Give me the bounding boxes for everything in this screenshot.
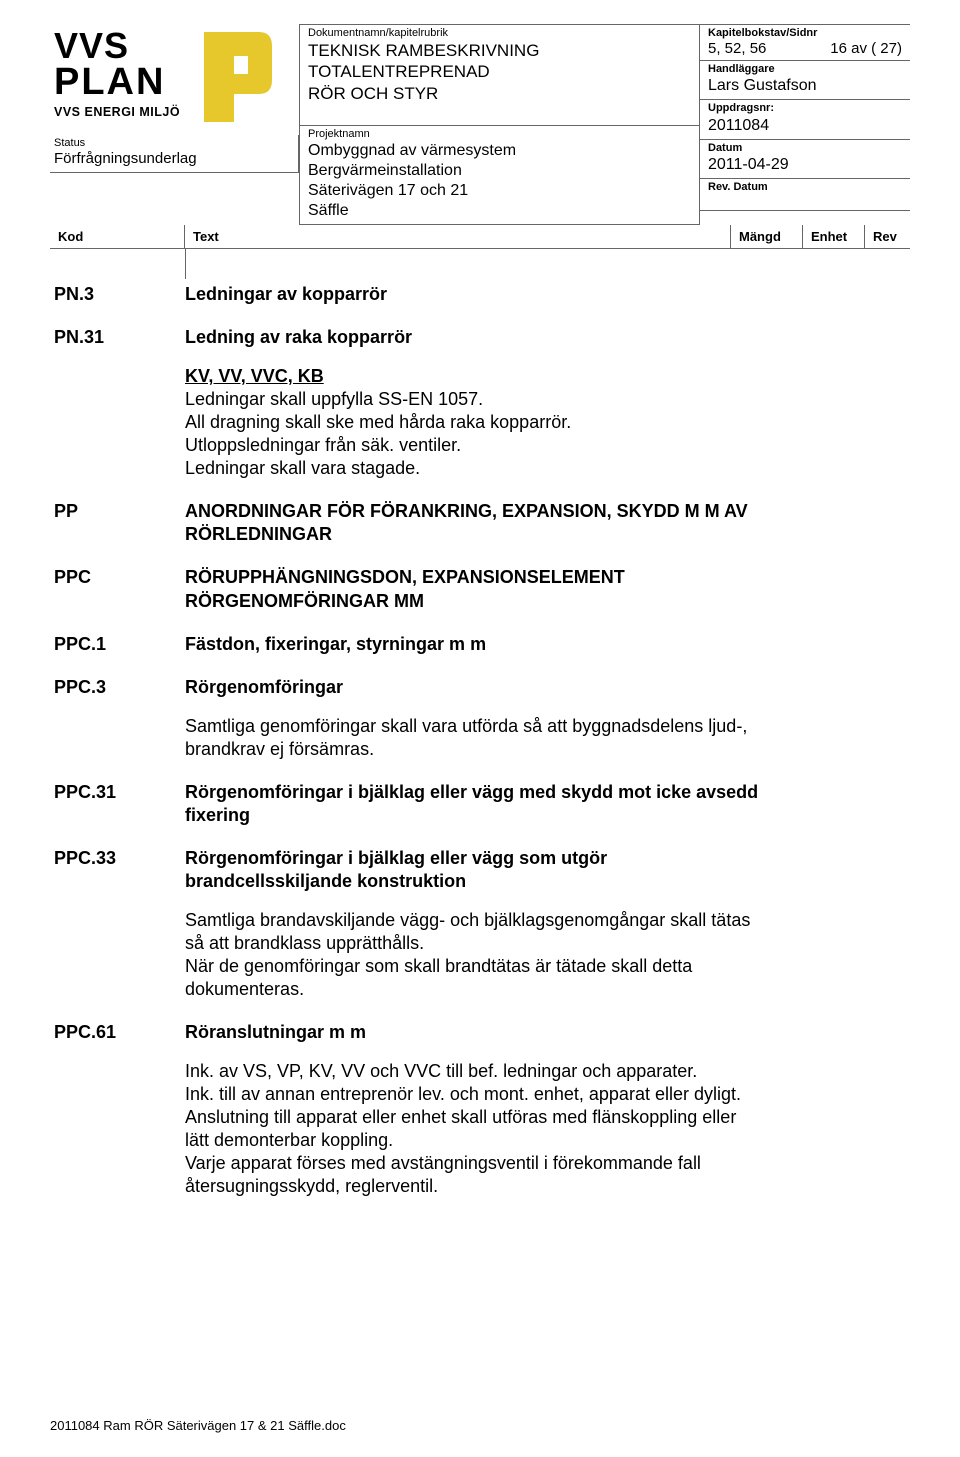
section: PPCRÖRUPPHÄNGNINGSDON, EXPANSIONSELEMENT… <box>50 566 910 612</box>
datum-label: Datum <box>708 142 902 155</box>
section-code: PN.31 <box>50 326 185 480</box>
section-heading: Rörgenomföringar i bjälklag eller vägg s… <box>185 847 760 893</box>
datum-cell: Datum 2011-04-29 <box>700 140 910 179</box>
uppdrag-cell: Uppdragsnr: 2011084 <box>700 100 910 139</box>
section: PN.3Ledningar av kopparrör <box>50 283 910 306</box>
revdatum-label: Rev. Datum <box>708 181 902 194</box>
section: PN.31Ledning av raka kopparrör KV, VV, VV… <box>50 326 910 480</box>
section-heading: Ledning av raka kopparrör <box>185 326 760 349</box>
doc-title-line1: TEKNISK RAMBESKRIVNING TOTALENTREPRENAD <box>308 40 691 83</box>
section: PPC.33Rörgenomföringar i bjälklag eller … <box>50 847 910 1001</box>
project-line1: Ombyggnad av värmesystem <box>308 141 691 161</box>
section-text: Rörgenomföringar Samtliga genomföringar s… <box>185 676 910 761</box>
section-heading: Rörgenomföringar <box>185 676 760 699</box>
doc-label: Dokumentnamn/kapitelrubrik <box>308 27 691 40</box>
section-paragraph: Ledningar skall uppfylla SS-EN 1057. All… <box>185 388 760 480</box>
section-code: PPC.3 <box>50 676 185 761</box>
section-heading: Rörgenomföringar i bjälklag eller vägg m… <box>185 781 760 827</box>
content-area: PN.3Ledningar av kopparrörPN.31Ledning a… <box>50 249 910 1198</box>
handlaggare-cell: Handläggare Lars Gustafson <box>700 61 910 100</box>
logo-block: VVS PLAN VVS ENERGI MILJÖ <box>50 24 299 135</box>
page: VVS PLAN VVS ENERGI MILJÖ Status Förfråg… <box>0 0 960 1457</box>
project-line3: Säterivägen 17 och 21 <box>308 181 691 201</box>
header-center: Dokumentnamn/kapitelrubrik TEKNISK RAMBE… <box>300 24 700 225</box>
section: PPC.1Fästdon, fixeringar, styrningar m m <box>50 633 910 656</box>
section: PPC.31Rörgenomföringar i bjälklag eller … <box>50 781 910 827</box>
col-rev: Rev <box>865 225 910 248</box>
footer-filename: 2011084 Ram RÖR Säterivägen 17 & 21 Säff… <box>50 1418 346 1433</box>
header-left: VVS PLAN VVS ENERGI MILJÖ Status Förfråg… <box>50 24 300 225</box>
section-code: PN.3 <box>50 283 185 306</box>
project-line4: Säffle <box>308 201 691 221</box>
page-number: 16 av ( 27) <box>830 40 902 57</box>
section-text: Röranslutningar m m Ink. av VS, VP, KV, V… <box>185 1021 910 1198</box>
section-text: Ledning av raka kopparrör KV, VV, VVC, KB… <box>185 326 910 480</box>
section-code: PPC.61 <box>50 1021 185 1198</box>
section-paragraph: Samtliga genomföringar skall vara utförd… <box>185 715 760 761</box>
section-text: Ledningar av kopparrör <box>185 283 910 306</box>
section-heading: Fästdon, fixeringar, styrningar m m <box>185 633 760 656</box>
section-paragraph: Samtliga brandavskiljande vägg- och bjäl… <box>185 909 760 1001</box>
section: PPANORDNINGAR FÖR FÖRANKRING, EXPANSION,… <box>50 500 910 546</box>
section: PPC.3Rörgenomföringar Samtliga genomförin… <box>50 676 910 761</box>
section-heading: ANORDNINGAR FÖR FÖRANKRING, EXPANSION, S… <box>185 500 760 546</box>
section-code: PPC.33 <box>50 847 185 1001</box>
svg-text:PLAN: PLAN <box>54 61 165 103</box>
vvsplan-logo: VVS PLAN VVS ENERGI MILJÖ <box>54 28 274 128</box>
status-label: Status <box>54 137 290 150</box>
section-text: Fästdon, fixeringar, styrningar m m <box>185 633 910 656</box>
section-underline: KV, VV, VVC, KB <box>185 365 760 388</box>
section-text: ANORDNINGAR FÖR FÖRANKRING, EXPANSION, S… <box>185 500 910 546</box>
col-text: Text <box>185 225 731 248</box>
kapitel-value: 5, 52, 56 <box>708 40 766 57</box>
kapitel-cell: Kapitelbokstav/Sidnr 5, 52, 56 16 av ( 2… <box>700 24 910 61</box>
doc-title-line2: RÖR OCH STYR <box>308 83 691 104</box>
section-paragraph: Ink. av VS, VP, KV, VV och VVC till bef.… <box>185 1060 760 1198</box>
section-code: PPC.1 <box>50 633 185 656</box>
col-mangd: Mängd <box>731 225 803 248</box>
project-cell: Projektnamn Ombyggnad av värmesystem Ber… <box>300 126 700 225</box>
column-headers: Kod Text Mängd Enhet Rev <box>50 225 910 249</box>
header-right: Kapitelbokstav/Sidnr 5, 52, 56 16 av ( 2… <box>700 24 910 225</box>
revdatum-cell: Rev. Datum <box>700 179 910 211</box>
section-text: RÖRUPPHÄNGNINGSDON, EXPANSIONSELEMENT RÖ… <box>185 566 910 612</box>
section-heading: Röranslutningar m m <box>185 1021 760 1044</box>
status-value: Förfrågningsunderlag <box>54 150 290 169</box>
section-heading: RÖRUPPHÄNGNINGSDON, EXPANSIONSELEMENT RÖ… <box>185 566 760 612</box>
datum-value: 2011-04-29 <box>708 155 902 175</box>
col-enhet: Enhet <box>803 225 865 248</box>
doc-title-cell: Dokumentnamn/kapitelrubrik TEKNISK RAMBE… <box>300 24 700 126</box>
status-cell: Status Förfrågningsunderlag <box>50 135 299 173</box>
uppdrag-label: Uppdragsnr: <box>708 102 902 115</box>
kapitel-label: Kapitelbokstav/Sidnr <box>708 27 902 40</box>
project-label: Projektnamn <box>308 128 691 141</box>
uppdrag-value: 2011084 <box>708 116 902 136</box>
logo-tagline: VVS ENERGI MILJÖ <box>54 104 180 119</box>
section-text: Rörgenomföringar i bjälklag eller vägg s… <box>185 847 910 1001</box>
handlaggare-value: Lars Gustafson <box>708 76 902 96</box>
body-rule <box>185 249 186 279</box>
document-header: VVS PLAN VVS ENERGI MILJÖ Status Förfråg… <box>50 24 910 225</box>
section-text: Rörgenomföringar i bjälklag eller vägg m… <box>185 781 910 827</box>
col-kod: Kod <box>50 225 185 248</box>
section-heading: Ledningar av kopparrör <box>185 283 760 306</box>
handlaggare-label: Handläggare <box>708 63 902 76</box>
project-line2: Bergvärmeinstallation <box>308 161 691 181</box>
section-code: PPC <box>50 566 185 612</box>
section: PPC.61Röranslutningar m m Ink. av VS, VP,… <box>50 1021 910 1198</box>
section-code: PP <box>50 500 185 546</box>
section-code: PPC.31 <box>50 781 185 827</box>
